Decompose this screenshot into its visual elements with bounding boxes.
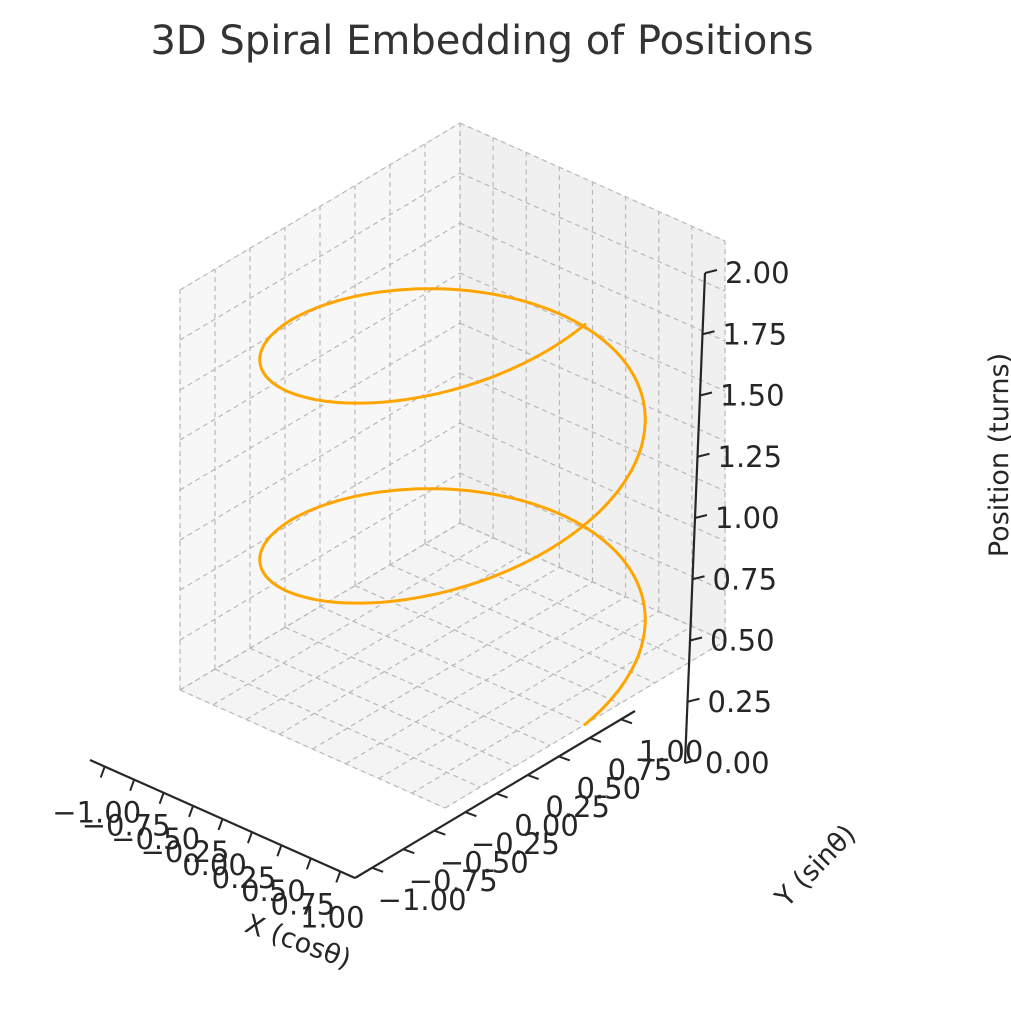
y-tick-label: 0.50 [576,771,641,805]
z-tick-mark [704,269,718,274]
grid-line [179,372,461,541]
y-tick-mark [465,811,477,818]
chart-title: 3D Spiral Embedding of Positions [150,18,813,64]
x-tick-mark [188,805,194,818]
z-tick-label: 0.00 [705,746,770,780]
z-tick-label: 0.50 [710,624,775,658]
x-tick-mark [247,831,253,844]
y-tick-label: 0.75 [608,753,673,787]
y-tick-label: −0.75 [409,864,498,898]
grid-line [249,647,516,767]
x-tick-mark [335,871,342,883]
x-tick-label: 0.25 [212,861,277,895]
z-tick-mark [684,759,698,764]
grid-line [179,472,461,641]
grid-line [179,689,446,809]
z-tick-mark [689,636,703,642]
y-tick-mark [496,792,508,799]
grid-line [179,122,461,291]
grid-lines [179,122,726,809]
y-tick-label: 0.25 [545,790,610,824]
grid-line [284,626,551,746]
grid-line [424,543,691,663]
x-tick-label: 0.75 [271,887,336,921]
grid-line [459,422,726,542]
x-tick-label: 0.50 [241,874,306,908]
y-tick-label: 0.00 [514,809,579,843]
grid-line [179,272,461,441]
y-tick-label: −1.00 [378,883,467,917]
z-tick-mark [687,697,700,703]
series-layer [258,287,647,726]
z-tick-label: 1.00 [715,501,780,535]
grid-line [319,605,586,726]
x-tick-mark [305,857,312,870]
y-tick-label: −0.50 [440,846,529,880]
tick-layer: −1.00−0.75−0.50−0.250.000.250.500.751.00… [52,256,789,934]
y-tick-label: −0.25 [471,827,560,861]
grid-line [179,172,461,341]
x-tick-label: −0.50 [111,822,200,856]
z-tick-mark [697,452,710,458]
y-tick-mark [589,736,602,743]
z-tick-label: 2.00 [725,256,790,290]
y-tick-mark [402,848,415,855]
grid-line [459,122,726,242]
z-tick-label: 1.75 [723,317,788,351]
y-tick-label: 1.00 [639,734,704,768]
y-tick-mark [433,829,446,836]
x-tick-label: −0.25 [141,835,230,869]
grid-line [179,522,461,691]
z-tick-label: 1.50 [720,379,785,413]
axes-panes [178,122,727,809]
x-tick-label: 0.00 [182,848,247,882]
z-tick-label: 0.25 [708,685,773,719]
y-tick-mark [527,774,540,780]
y-axis-line [354,710,636,879]
spiral-series-line [258,287,647,726]
grid-line [354,585,621,705]
grid-line [459,522,726,642]
x-tick-label: 1.00 [300,900,365,934]
y-tick-mark [371,866,384,873]
y-axis-label: Y (sinθ) [769,819,862,914]
z-tick-mark [702,330,715,336]
z-tick-mark [692,575,705,581]
z-tick-label: 1.25 [718,440,783,474]
x-tick-mark [158,792,165,805]
x-tick-label: −1.00 [52,796,141,830]
grid-line [214,668,481,788]
grid-line [179,322,461,491]
z-tick-mark [694,514,708,519]
x-tick-mark [217,818,224,831]
grid-line [389,564,656,684]
x-tick-mark [99,766,106,778]
x-tick-mark [129,779,136,792]
x-tick-label: −0.75 [82,809,171,843]
z-axis-label: Position (turns) [984,353,1011,557]
x-tick-mark [276,844,283,857]
grid-line [459,222,726,342]
z-tick-label: 0.75 [713,562,778,596]
y-tick-mark [620,718,633,725]
y-tick-mark [558,755,571,762]
grid-line [459,322,726,442]
grid-line [459,172,726,292]
z-tick-mark [699,391,713,397]
grid-line [459,372,726,492]
